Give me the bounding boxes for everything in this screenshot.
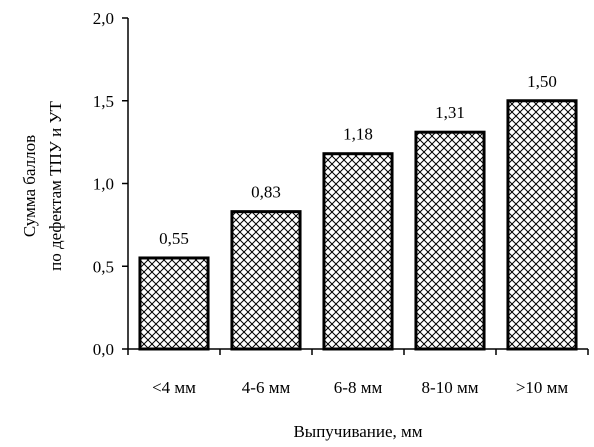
bars-group: [138, 99, 578, 351]
y-tick-label: 1,0: [93, 175, 114, 194]
x-axis-ticks: <4 мм 4-6 мм 6-8 мм 8-10 мм >10 мм: [127, 349, 589, 397]
bar: [322, 152, 394, 351]
x-tick-label: 8-10 мм: [422, 378, 479, 397]
bar-value-label: 0,55: [159, 229, 189, 248]
bar-value-label: 1,18: [343, 125, 373, 144]
bar-value-label: 0,83: [251, 183, 281, 202]
x-tick-label: <4 мм: [152, 378, 196, 397]
x-tick-label: >10 мм: [516, 378, 569, 397]
y-tick-label: 0,0: [93, 340, 114, 359]
x-axis-title: Выпучивание, мм: [293, 422, 422, 441]
bar-value-label: 1,50: [527, 72, 557, 91]
y-tick-label: 1,5: [93, 92, 114, 111]
bar: [230, 210, 302, 351]
value-labels: 0,55 0,83 1,18 1,31 1,50: [159, 72, 557, 248]
bar: [506, 99, 578, 351]
x-tick-label: 6-8 мм: [334, 378, 383, 397]
y-tick-label: 2,0: [93, 9, 114, 28]
bar-value-label: 1,31: [435, 103, 465, 122]
y-axis-title: Сумма баллов по дефектам ТПУ и УТ: [20, 101, 65, 271]
bar: [414, 130, 486, 351]
y-axis-ticks: 0,0 0,5 1,0 1,5 2,0: [93, 9, 128, 359]
y-axis-title-line-2: по дефектам ТПУ и УТ: [46, 101, 65, 271]
bar: [138, 256, 210, 351]
y-axis-title-line-1: Сумма баллов: [20, 135, 39, 237]
x-tick-label: 4-6 мм: [242, 378, 291, 397]
y-tick-label: 0,5: [93, 257, 114, 276]
